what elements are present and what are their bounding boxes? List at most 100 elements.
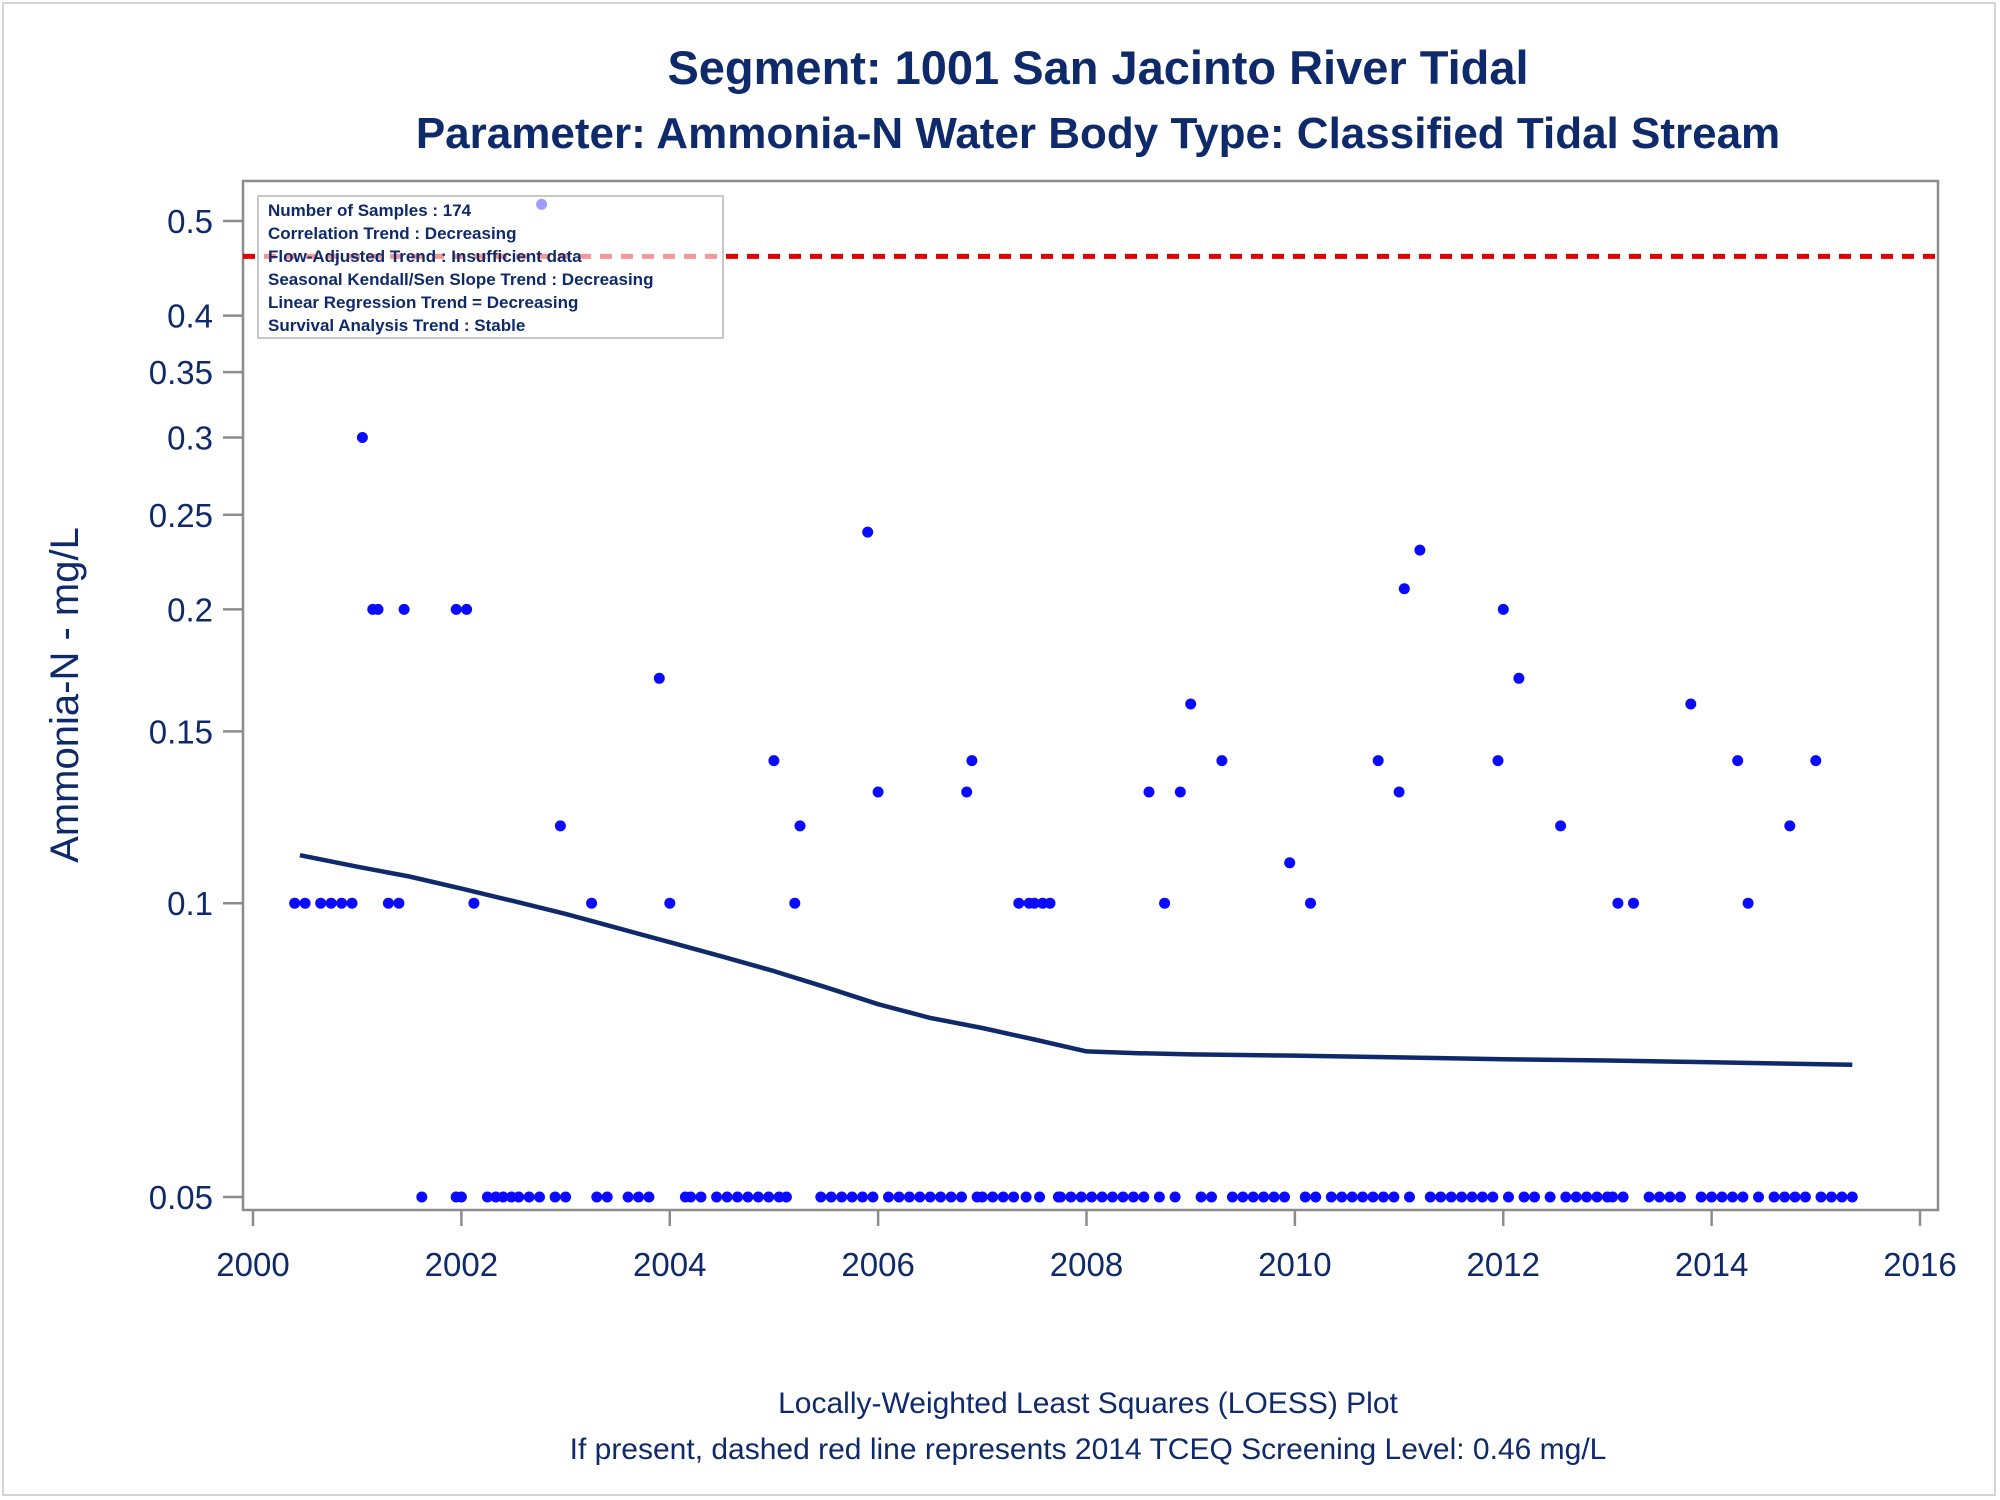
- data-point: [1529, 1191, 1540, 1203]
- data-point: [1497, 603, 1509, 615]
- data-point: [461, 603, 473, 615]
- data-point: [1544, 1191, 1556, 1203]
- data-point: [1174, 786, 1186, 798]
- footnote-screening-level: If present, dashed red line represents 2…: [570, 1433, 1607, 1466]
- loess-layer: [299, 852, 1853, 1068]
- stats-line-samples: Number of Samples : 174: [268, 201, 472, 220]
- plot-area: [241, 179, 1940, 1212]
- data-point: [591, 1191, 603, 1203]
- data-point: [1779, 1191, 1791, 1203]
- x-tick-label: 2016: [1883, 1246, 1956, 1283]
- data-point: [393, 897, 405, 909]
- data-point: [1581, 1191, 1593, 1203]
- data-point: [1028, 897, 1040, 909]
- stats-line-correlation: Correlation Trend : Decreasing: [268, 224, 516, 243]
- data-point: [481, 1191, 493, 1203]
- data-point: [549, 1191, 561, 1203]
- data-point: [1372, 755, 1384, 767]
- data-point: [956, 1191, 967, 1203]
- data-point: [1492, 755, 1504, 767]
- data-point: [1377, 1191, 1389, 1203]
- data-point: [1247, 1191, 1259, 1203]
- data-point: [1185, 698, 1197, 710]
- data-point: [1226, 1191, 1238, 1203]
- data-point: [1513, 672, 1525, 684]
- data-point: [711, 1191, 723, 1203]
- data-point: [763, 1191, 775, 1203]
- data-point: [1607, 1191, 1619, 1203]
- data-point: [1258, 1191, 1270, 1203]
- data-point: [857, 1191, 868, 1203]
- data-point: [1799, 1191, 1811, 1203]
- y-tick-label: 0.4: [167, 298, 213, 335]
- y-tick-label: 0.5: [167, 203, 213, 240]
- data-point: [695, 1191, 707, 1203]
- data-point: [1753, 1191, 1764, 1203]
- data-point: [1398, 583, 1410, 595]
- data-point: [1065, 1191, 1077, 1203]
- data-point: [971, 1191, 983, 1203]
- data-point: [935, 1191, 947, 1203]
- sample-points: [289, 198, 1858, 1203]
- data-point: [815, 1191, 827, 1203]
- data-point: [1195, 1191, 1207, 1203]
- data-point: [685, 1191, 697, 1203]
- data-point: [1570, 1191, 1582, 1203]
- data-point: [1737, 1191, 1749, 1203]
- data-point: [450, 603, 462, 615]
- data-point: [1727, 1191, 1738, 1203]
- data-point: [846, 1191, 858, 1203]
- data-point: [450, 1191, 462, 1203]
- data-point: [924, 1191, 936, 1203]
- data-point: [1591, 1191, 1603, 1203]
- x-axis: 2000 2002 2004 2006 2008 2010 2012 2014 2016: [216, 1210, 1957, 1283]
- data-point: [1716, 1191, 1728, 1203]
- data-point: [872, 786, 884, 798]
- data-point: [752, 1191, 764, 1203]
- data-point: [1216, 755, 1228, 767]
- stats-line-survival: Survival Analysis Trend : Stable: [268, 316, 525, 335]
- data-point: [1695, 1191, 1707, 1203]
- data-point: [398, 603, 410, 615]
- data-point: [1237, 1191, 1249, 1203]
- data-point: [622, 1191, 634, 1203]
- data-point: [997, 1191, 1009, 1203]
- data-point: [1445, 1191, 1457, 1203]
- stats-line-flow-adjusted: Flow-Adjusted Trend : Insufficient data: [268, 247, 582, 266]
- data-point: [497, 1191, 509, 1203]
- data-point: [1685, 698, 1697, 710]
- data-point: [893, 1191, 905, 1203]
- data-point: [372, 603, 384, 615]
- stats-line-seasonal-kendall: Seasonal Kendall/Sen Slope Trend : Decre…: [268, 270, 653, 289]
- y-tick-label: 0.2: [167, 591, 213, 628]
- data-point: [1138, 1191, 1150, 1203]
- y-tick-label: 0.35: [149, 354, 213, 391]
- x-tick-label: 2012: [1467, 1246, 1540, 1283]
- data-point: [1503, 1191, 1514, 1203]
- data-point: [1127, 1191, 1139, 1203]
- data-point: [1299, 1191, 1311, 1203]
- data-point: [554, 820, 566, 832]
- data-point: [1487, 1191, 1499, 1203]
- x-tick-label: 2014: [1675, 1246, 1748, 1283]
- data-point: [1143, 786, 1155, 798]
- data-point: [1732, 755, 1744, 767]
- data-point: [653, 672, 665, 684]
- data-point: [513, 1191, 525, 1203]
- data-point: [1206, 1191, 1217, 1203]
- data-point: [732, 1191, 743, 1203]
- data-point: [1020, 1191, 1032, 1203]
- data-point: [1279, 1191, 1290, 1203]
- data-point: [867, 1191, 879, 1203]
- data-point: [1825, 1191, 1837, 1203]
- data-point: [914, 1191, 926, 1203]
- data-point: [1388, 1191, 1400, 1203]
- data-point: [1810, 755, 1822, 767]
- data-point: [768, 755, 780, 767]
- data-point: [1096, 1191, 1108, 1203]
- footnote-loess: Locally-Weighted Least Squares (LOESS) P…: [778, 1387, 1398, 1420]
- data-point: [1706, 1191, 1718, 1203]
- data-point: [633, 1191, 644, 1203]
